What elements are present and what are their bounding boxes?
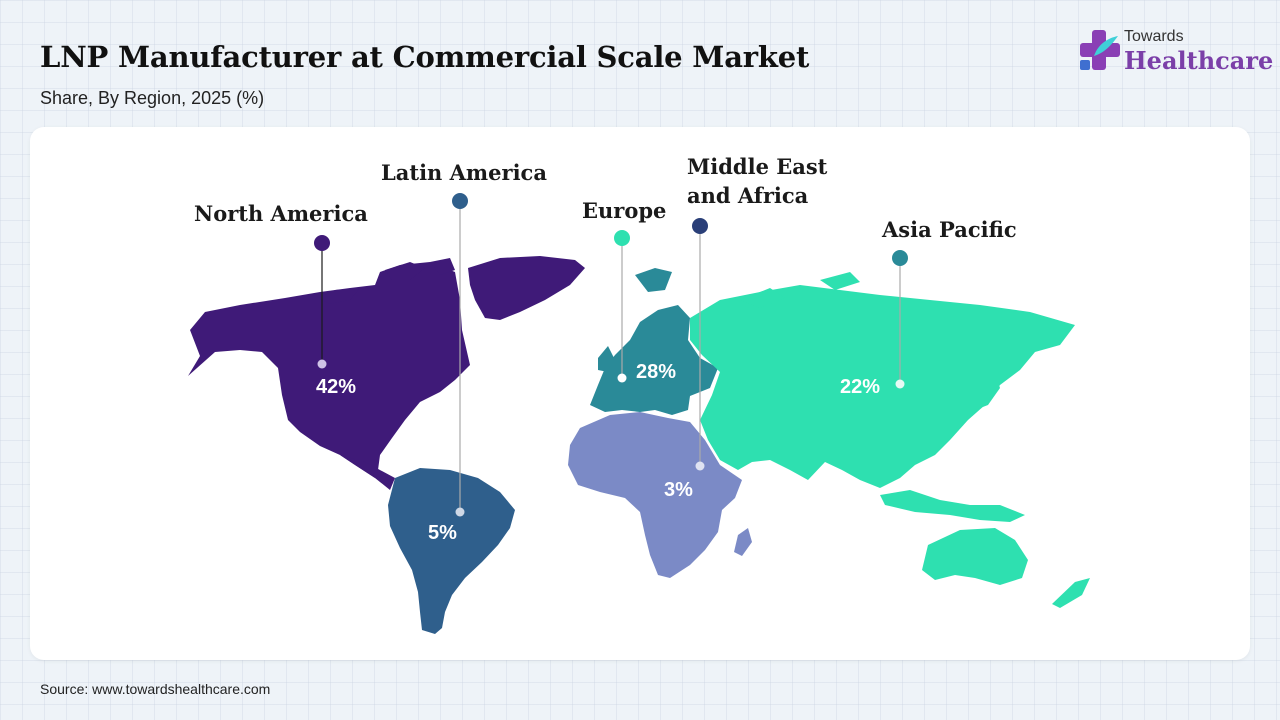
new-zealand-shape: [1052, 578, 1090, 608]
value-latin-america: 5%: [428, 522, 457, 544]
anchor-dot-asia-pacific: [895, 379, 905, 389]
japan-shape: [975, 372, 1000, 410]
region-europe: [590, 268, 718, 415]
value-europe: 28%: [636, 361, 676, 383]
label-mea-line1: Middle East: [687, 154, 828, 179]
label-latin-america: Latin America: [381, 160, 547, 185]
page-subtitle: Share, By Region, 2025 (%): [40, 88, 265, 108]
medical-cross-icon: [1080, 30, 1120, 70]
world-map: North America Latin America Europe Middl…: [188, 154, 1090, 634]
north-america-shape: [188, 262, 470, 480]
region-mea: [568, 412, 752, 578]
marker-dot-north-america: [314, 235, 330, 251]
madagascar-shape: [734, 528, 752, 556]
value-asia-pacific: 22%: [840, 376, 880, 398]
label-north-america: North America: [194, 201, 368, 226]
greenland-shape: [468, 256, 585, 320]
marker-dot-asia-pacific: [892, 250, 908, 266]
label-europe: Europe: [582, 198, 666, 223]
scandinavia-north-shape: [635, 268, 672, 292]
value-north-america: 42%: [316, 376, 356, 398]
brand-logo: Towards Healthcare: [1078, 26, 1273, 78]
region-latin-america: [340, 455, 515, 634]
asia-shape: [690, 285, 1075, 488]
australia-shape: [922, 528, 1028, 585]
region-north-america: [188, 256, 585, 480]
anchor-dot-europe: [617, 373, 627, 383]
europe-shape: [590, 305, 718, 415]
central-america-shape: [340, 455, 395, 490]
latin-america-shape: [388, 468, 515, 634]
page-title: LNP Manufacturer at Commercial Scale Mar…: [40, 40, 810, 74]
source-note: Source: www.towardshealthcare.com: [40, 681, 271, 697]
marker-dot-mea: [692, 218, 708, 234]
africa-shape: [568, 412, 742, 578]
logo-text-healthcare: Healthcare: [1124, 46, 1274, 75]
anchor-dot-latin-america: [455, 507, 465, 517]
uk-shape: [598, 346, 615, 372]
label-asia-pacific: Asia Pacific: [881, 217, 1017, 242]
anchor-dot-north-america: [317, 359, 327, 369]
marker-dot-latin-america: [452, 193, 468, 209]
logo-text-towards: Towards: [1124, 28, 1184, 45]
southeast-asia-islands-shape: [880, 490, 1025, 522]
label-mea-line2: and Africa: [687, 183, 809, 208]
region-asia-pacific: [690, 272, 1090, 608]
map-card: North America Latin America Europe Middl…: [30, 127, 1250, 660]
value-mea: 3%: [664, 479, 693, 501]
canada-arctic-islands: [318, 258, 455, 304]
anchor-dot-mea: [695, 461, 705, 471]
siberia-islands-shape: [740, 272, 860, 308]
marker-dot-europe: [614, 230, 630, 246]
